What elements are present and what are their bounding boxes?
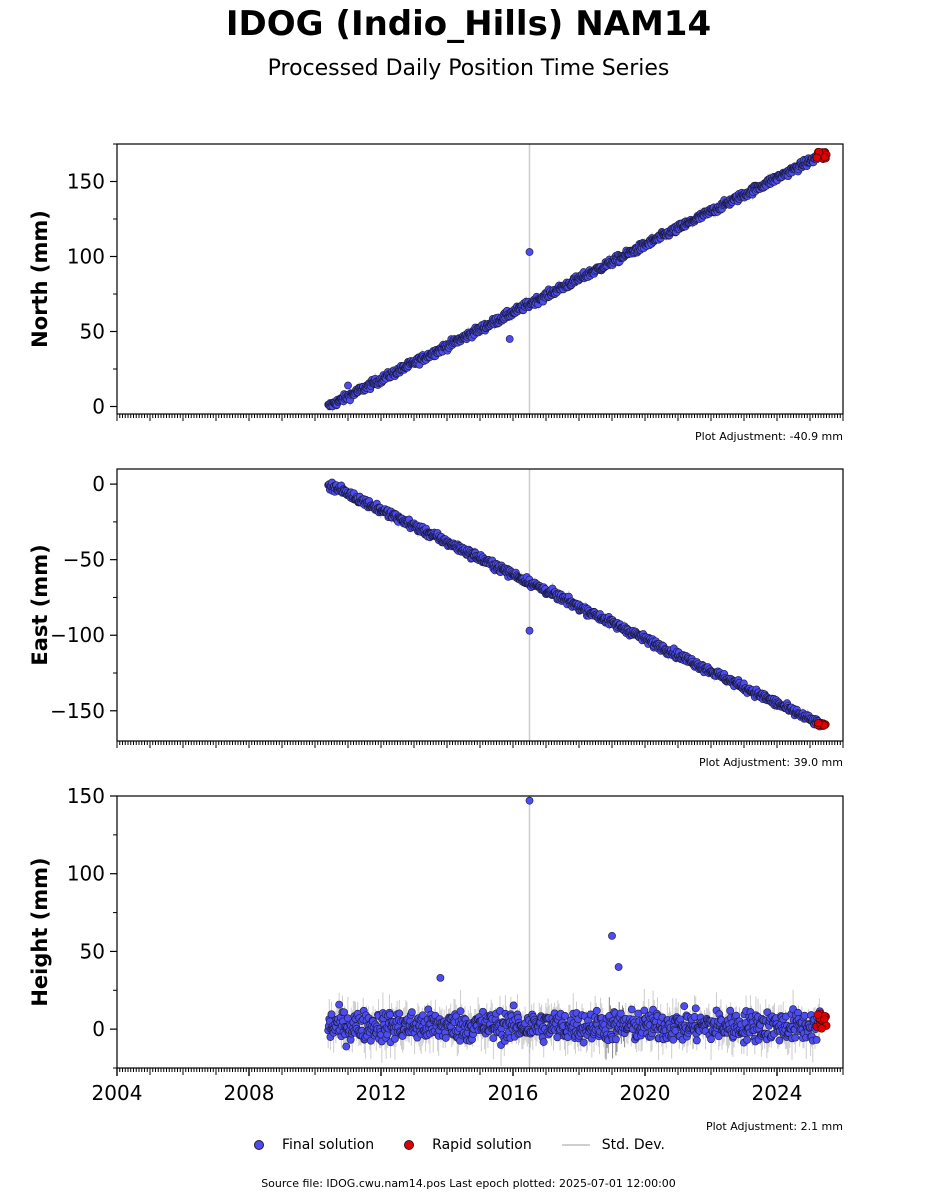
north-final-points [324,151,824,411]
height-final-point [611,1035,620,1044]
east-ylabel: East (mm) [28,544,52,665]
height-ytick-label: 0 [92,1017,105,1041]
height-final-point [616,1009,625,1018]
height-final-point [791,1033,800,1042]
height-final-point [726,1006,735,1015]
height-final-point [456,1007,465,1016]
height-final-point [640,1006,649,1015]
height-final-point [327,1010,336,1019]
east-ytick-label: −150 [50,699,105,723]
north-ytick-label: 50 [80,320,105,344]
height-final-point [775,1036,784,1045]
east-outlier-point [525,626,534,635]
height-ytick-label: 100 [67,862,105,886]
height-ytick-label: 150 [67,784,105,808]
legend-final: Final solution [254,1137,374,1153]
north-ytick-label: 0 [92,395,105,419]
height-final-point [812,1036,821,1044]
height-final-point [407,1008,416,1017]
north-axes-frame [116,143,844,415]
east-plot-adjustment: Plot Adjustment: 39.0 mm [698,756,843,769]
source-footer: Source file: IDOG.cwu.nam14.pos Last epo… [261,1177,676,1190]
height-final-point [386,1010,394,1019]
east-rapid-point [814,719,823,728]
north-rapid-point [820,153,829,162]
height-final-point [669,1035,678,1044]
height-final-point [391,1034,399,1043]
chart-subtitle: Processed Daily Position Time Series [267,56,670,81]
height-xtick-label: 2020 [620,1081,671,1105]
height-ylabel: Height (mm) [28,857,52,1006]
height-final-point [553,1033,562,1042]
final-marker-icon [254,1140,264,1150]
height-xtick-label: 2004 [92,1081,143,1105]
north-ylabel: North (mm) [28,210,52,348]
east-ytick-label: 0 [92,472,105,496]
legend-rapid-label: Rapid solution [432,1137,532,1153]
north-panel: 0 50 100 150 North (mm) [28,143,844,421]
height-final-point [561,1011,569,1020]
height-xtick-label: 2016 [488,1081,539,1105]
height-final-point [707,1035,715,1044]
height-final-point [335,1000,344,1009]
east-final-points [324,478,824,731]
height-final-point [489,1034,498,1042]
east-panel: 0 −50 −100 −150 East (mm) [28,468,844,748]
height-final-point [634,1009,643,1018]
height-final-point [743,1035,752,1044]
height-final-point [692,1036,701,1045]
height-panel: 0 50 100 150 Height (mm) 2004 2008 2012 2016 2020… [28,784,844,1105]
height-outlier-point [436,973,445,982]
height-rapid-point [817,1024,826,1033]
height-final-point [441,1034,450,1042]
height-ytick-label: 50 [80,939,105,963]
east-ytick-label: −50 [63,548,105,572]
legend: Final solution Rapid solution Std. Dev. [254,1137,695,1153]
height-rapid-points [812,1009,831,1033]
east-ytick-label: −100 [50,623,105,647]
height-rapid-point [813,1010,822,1019]
north-ytick-label: 100 [67,245,105,269]
north-rapid-point [812,153,821,162]
height-final-point [627,1005,636,1014]
height-final-point [691,1004,700,1013]
height-final-points [324,796,824,1051]
height-outlier-point [614,963,623,971]
east-axes-frame [116,468,844,742]
north-plot-area [324,144,831,414]
north-outlier-point [525,248,534,256]
north-outlier-point [505,335,514,343]
height-outlier-point [525,796,534,805]
height-plot-adjustment: Plot Adjustment: 2.1 mm [705,1120,843,1133]
height-xtick-label: 2024 [752,1081,803,1105]
height-final-point [418,1011,427,1020]
north-outlier-point [344,381,352,390]
chart-title: IDOG (Indio_Hills) NAM14 [225,4,712,44]
height-xtick-label: 2008 [224,1081,275,1105]
east-plot-area [324,469,830,741]
rapid-marker-icon [404,1140,415,1150]
height-xtick-label: 2012 [356,1081,407,1105]
height-final-point [539,1038,548,1046]
legend-final-label: Final solution [282,1137,375,1153]
height-final-point [579,1038,588,1047]
height-final-point [800,1011,809,1020]
north-plot-adjustment: Plot Adjustment: -40.9 mm [695,430,843,443]
height-final-point [509,1001,518,1010]
north-rapid-points [812,147,831,163]
legend-stddev: Std. Dev. [561,1137,665,1153]
legend-rapid: Rapid solution [404,1137,532,1153]
north-ytick-label: 150 [67,170,105,194]
height-final-point [680,1002,689,1011]
stddev-line-icon [561,1144,590,1146]
legend-stddev-label: Std. Dev. [601,1137,665,1153]
east-rapid-points [813,719,830,730]
height-final-point [342,1042,351,1051]
height-final-point [395,1009,404,1018]
height-outlier-point [608,931,616,940]
height-final-point [592,1006,601,1015]
height-plot-area [324,796,831,1068]
height-final-point [340,1008,348,1017]
